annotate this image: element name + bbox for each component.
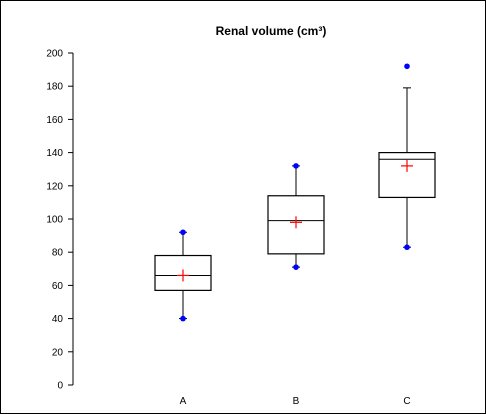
outlier-point (180, 229, 186, 236)
y-tick-label: 20 (52, 347, 64, 358)
outlier-point (404, 63, 410, 70)
outlier-point (293, 264, 299, 270)
outlier-point (404, 244, 410, 251)
box-B (267, 163, 325, 270)
y-tick-label: 120 (46, 181, 63, 192)
iqr-box (378, 152, 436, 199)
y-tick-label: 200 (46, 49, 63, 60)
chart-title: Renal volume (cm³) (216, 24, 327, 38)
x-tick-label: C (403, 396, 410, 407)
y-tick-label: 160 (46, 115, 63, 126)
y-tick-label: 140 (46, 148, 63, 159)
plot-area (154, 63, 436, 322)
y-tick-label: 60 (52, 281, 64, 292)
y-tick-label: 100 (46, 215, 63, 226)
box-A (154, 229, 212, 322)
y-tick-label: 40 (52, 314, 64, 325)
iqr-box (154, 254, 212, 291)
outlier-point (180, 315, 186, 322)
x-tick-label: B (293, 396, 300, 407)
box-C (378, 63, 436, 251)
x-tick-label: A (180, 396, 187, 407)
y-tick-label: 0 (57, 381, 63, 392)
axes: 0 20 40 60 80 100 120 140 160 180 200 A B C (46, 49, 410, 408)
y-tick-label: 80 (52, 248, 64, 259)
iqr-box (267, 195, 325, 255)
outlier-point (293, 163, 299, 169)
y-tick-label: 180 (46, 82, 63, 93)
